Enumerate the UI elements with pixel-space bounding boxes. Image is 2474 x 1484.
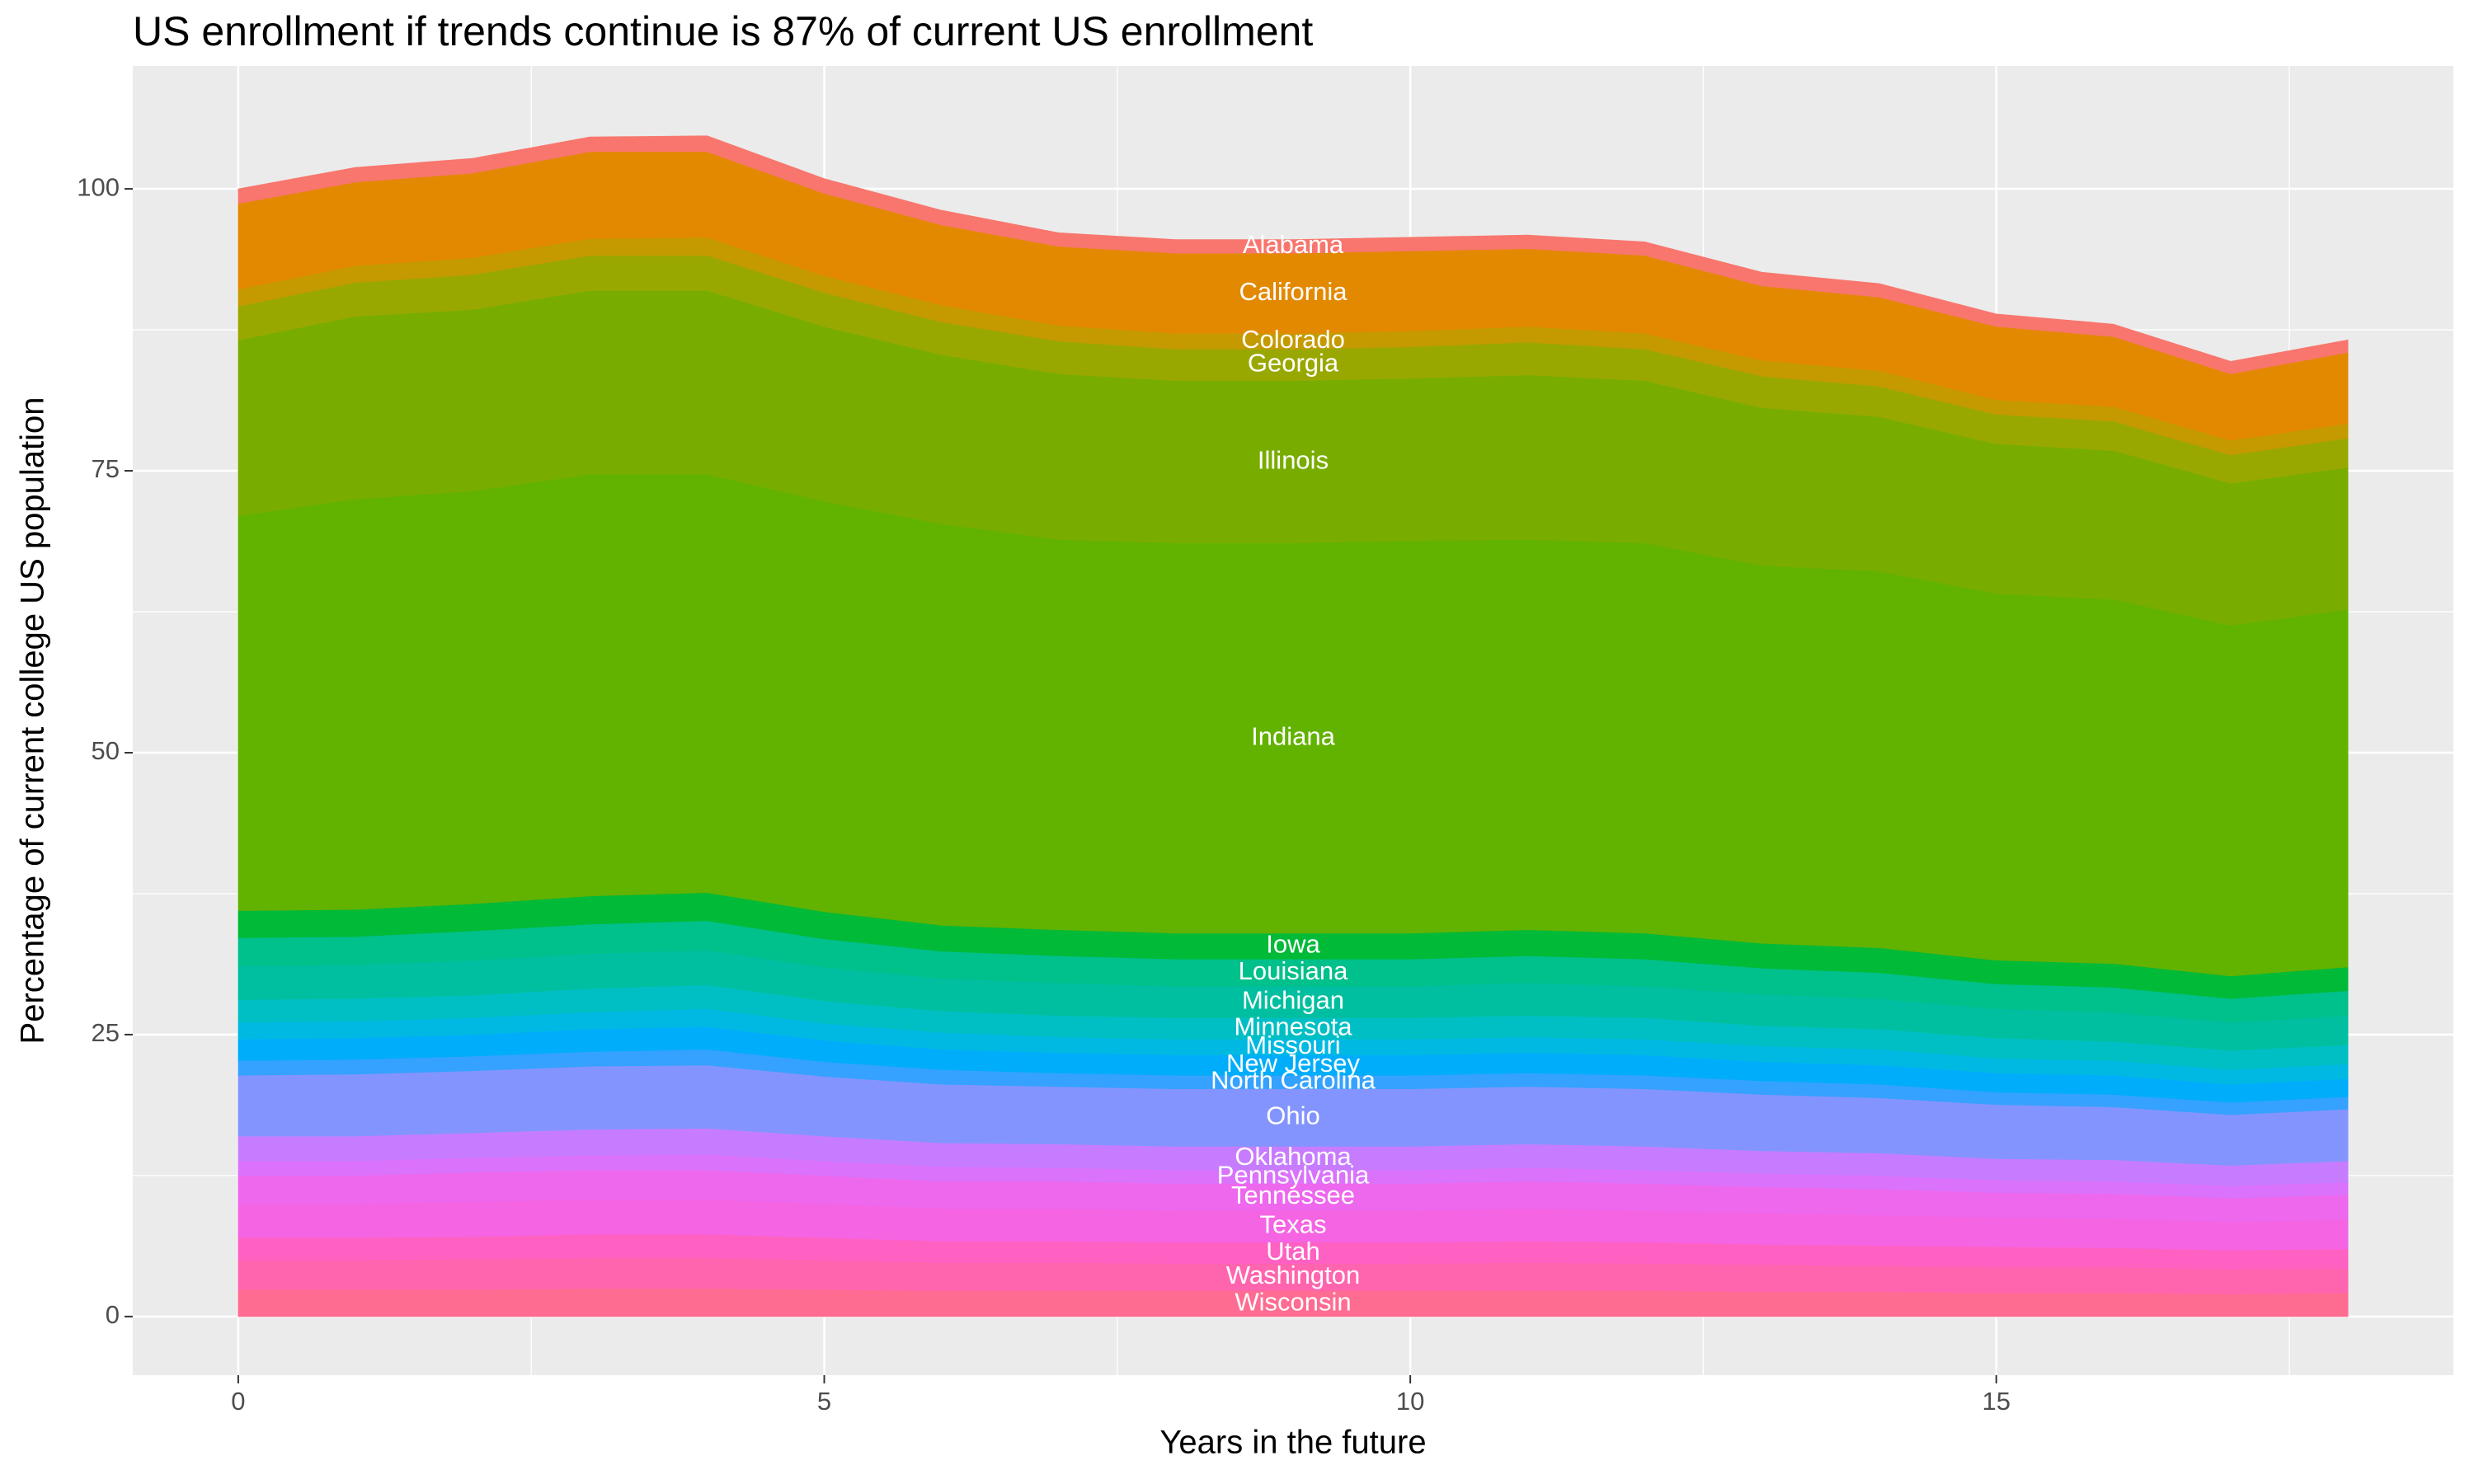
x-tick-label: 0	[231, 1387, 245, 1416]
series-label: Pennsylvania	[1217, 1160, 1370, 1189]
area	[238, 135, 2349, 374]
series-label: Texas	[1260, 1210, 1327, 1239]
series-label: Ohio	[1266, 1101, 1319, 1130]
series-label: Oklahoma	[1235, 1142, 1352, 1171]
series-label: Utah	[1266, 1237, 1319, 1266]
x-tick-label: 5	[817, 1387, 831, 1416]
x-axis-title: Years in the future	[1159, 1425, 1426, 1461]
series-label: Louisiana	[1239, 956, 1348, 985]
series-label: Tennessee	[1231, 1181, 1355, 1209]
y-tick-label: 75	[92, 454, 120, 483]
series-label: Alabama	[1243, 230, 1344, 259]
x-tick-label: 15	[1982, 1387, 2010, 1416]
y-tick-label: 0	[106, 1300, 120, 1329]
series-label: Colorado	[1241, 325, 1345, 354]
y-tick-label: 25	[92, 1018, 120, 1047]
series-label: Wisconsin	[1235, 1287, 1351, 1316]
series-label: Missouri	[1245, 1031, 1340, 1059]
chart-title: US enrollment if trends continue is 87% …	[133, 8, 1313, 54]
series-label: North Carolina	[1211, 1066, 1376, 1095]
series-label: Michigan	[1242, 985, 1344, 1014]
series-label: Indiana	[1251, 721, 1335, 750]
series-label: Washington	[1226, 1261, 1361, 1289]
series-label: Illinois	[1258, 445, 1329, 474]
y-tick-label: 50	[92, 736, 120, 765]
series-label: California	[1239, 277, 1348, 306]
series-label: New Jersey	[1226, 1049, 1360, 1078]
y-tick-label: 100	[77, 172, 120, 201]
series-label: Iowa	[1266, 930, 1320, 959]
y-axis-title: Percentage of current college US populat…	[15, 397, 51, 1045]
series-label: Minnesota	[1234, 1012, 1352, 1041]
x-tick-label: 10	[1396, 1387, 1424, 1416]
series-label: Georgia	[1248, 349, 1339, 378]
